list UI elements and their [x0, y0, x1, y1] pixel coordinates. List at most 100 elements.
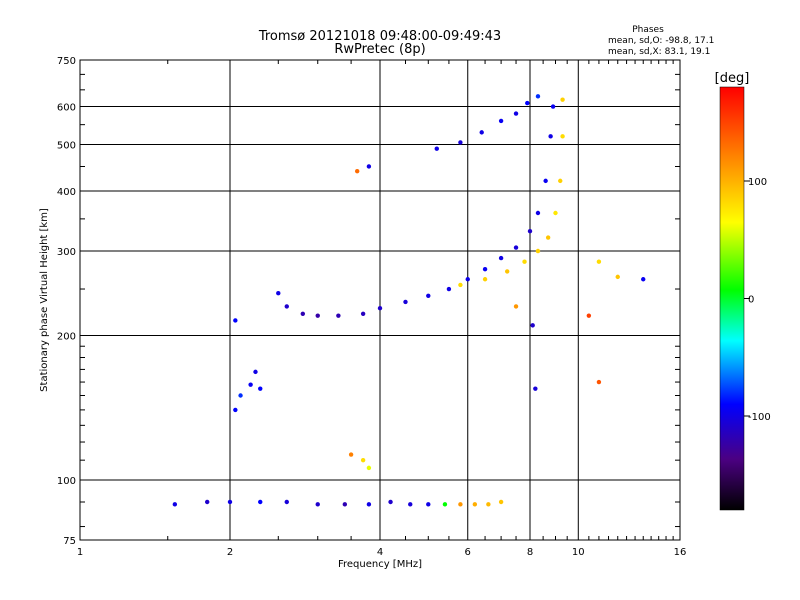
data-point [172, 502, 178, 507]
data-point [513, 304, 519, 309]
y-tick-label: 200 [57, 332, 76, 343]
data-point [284, 499, 289, 505]
y-tick-label: 600 [57, 103, 76, 114]
data-point [498, 499, 504, 505]
data-point [342, 502, 348, 507]
colorbar-label: [deg] [715, 71, 750, 86]
data-point [535, 94, 541, 99]
data-point [284, 304, 289, 309]
y-tick-label: 300 [57, 247, 76, 258]
colorbar-tick-label: -100 [748, 412, 771, 423]
data-point [403, 299, 408, 305]
data-point [596, 379, 602, 385]
data-point [315, 313, 320, 318]
data-point [253, 369, 258, 375]
x-tick-label: 2 [227, 547, 233, 558]
data-point [458, 502, 463, 507]
chart-title: Tromsø 20121018 09:48:00-09:49:43 [258, 29, 501, 44]
y-tick-label: 400 [57, 187, 76, 198]
data-point [558, 178, 563, 184]
data-point [248, 382, 253, 387]
data-point [513, 111, 519, 116]
data-point [366, 465, 372, 471]
data-point [465, 277, 470, 282]
data-point [360, 457, 366, 463]
y-tick-label: 75 [63, 536, 76, 547]
x-tick-label: 16 [674, 547, 687, 558]
axis-ticks: 1 2 4 6 8 10 16 75 100 200 300 400 500 600 750 [57, 56, 686, 558]
data-point [548, 134, 553, 139]
data-point [560, 134, 565, 139]
data-point [426, 293, 431, 298]
grid-lines [80, 60, 680, 540]
data-point [300, 311, 306, 316]
data-point [442, 502, 448, 507]
y-tick-label: 750 [57, 56, 76, 67]
data-point [336, 313, 341, 318]
data-point [482, 266, 488, 272]
stats-o-mode: mean, sd,O: -98.8, 17.1 [608, 36, 714, 46]
data-point [533, 386, 538, 391]
data-point [366, 164, 372, 169]
stats-x-mode: mean, sd,X: 83.1, 19.1 [608, 47, 710, 57]
data-point [535, 248, 541, 254]
data-point [550, 104, 556, 109]
y-tick-label: 500 [57, 141, 76, 152]
data-point [227, 499, 233, 505]
data-point [233, 407, 238, 413]
chart-subtitle: RwPretec (8p) [334, 42, 425, 57]
data-point [522, 259, 527, 264]
x-tick-label: 6 [465, 547, 471, 558]
data-point [258, 499, 263, 505]
data-point [527, 228, 533, 234]
data-points [172, 94, 646, 507]
colorbar-tick-label: 100 [748, 177, 767, 188]
data-point [498, 255, 504, 261]
data-point [458, 140, 463, 145]
data-point [641, 277, 646, 282]
data-point [543, 178, 548, 184]
data-point [315, 502, 320, 507]
colorbar-tick-label: 0 [748, 295, 754, 306]
data-point [204, 499, 210, 505]
data-point [366, 502, 372, 507]
data-point [586, 313, 592, 318]
data-point [560, 97, 565, 102]
data-point [486, 502, 491, 507]
data-point [426, 502, 431, 507]
data-point [482, 277, 488, 282]
data-point [458, 282, 463, 288]
data-point [513, 245, 519, 250]
data-point [498, 118, 504, 124]
data-point [535, 210, 541, 216]
data-point [233, 318, 238, 323]
data-point [348, 452, 354, 457]
x-axis-label: Frequency [MHz] [338, 559, 422, 570]
data-point [354, 168, 360, 174]
data-point [504, 269, 510, 274]
data-point [615, 274, 620, 280]
y-tick-label: 100 [57, 476, 76, 487]
data-point [434, 146, 439, 151]
data-point [553, 210, 558, 216]
data-point [360, 311, 366, 316]
data-point [525, 100, 530, 106]
data-point [408, 502, 413, 507]
data-point [472, 502, 478, 507]
data-point [530, 323, 535, 328]
data-point [545, 235, 551, 240]
data-point [377, 306, 383, 311]
colorbar [719, 86, 745, 511]
data-point [258, 386, 263, 391]
data-point [388, 499, 393, 505]
data-point [479, 130, 484, 135]
data-point [238, 393, 243, 398]
x-tick-label: 10 [572, 547, 585, 558]
colorbar-ticks: 100 0 -100 [744, 177, 771, 423]
data-point [596, 259, 602, 264]
data-point [446, 286, 452, 292]
data-point [276, 291, 281, 296]
x-tick-label: 4 [377, 547, 383, 558]
y-axis-label: Stationary phase Virtual Height [km] [39, 208, 50, 392]
